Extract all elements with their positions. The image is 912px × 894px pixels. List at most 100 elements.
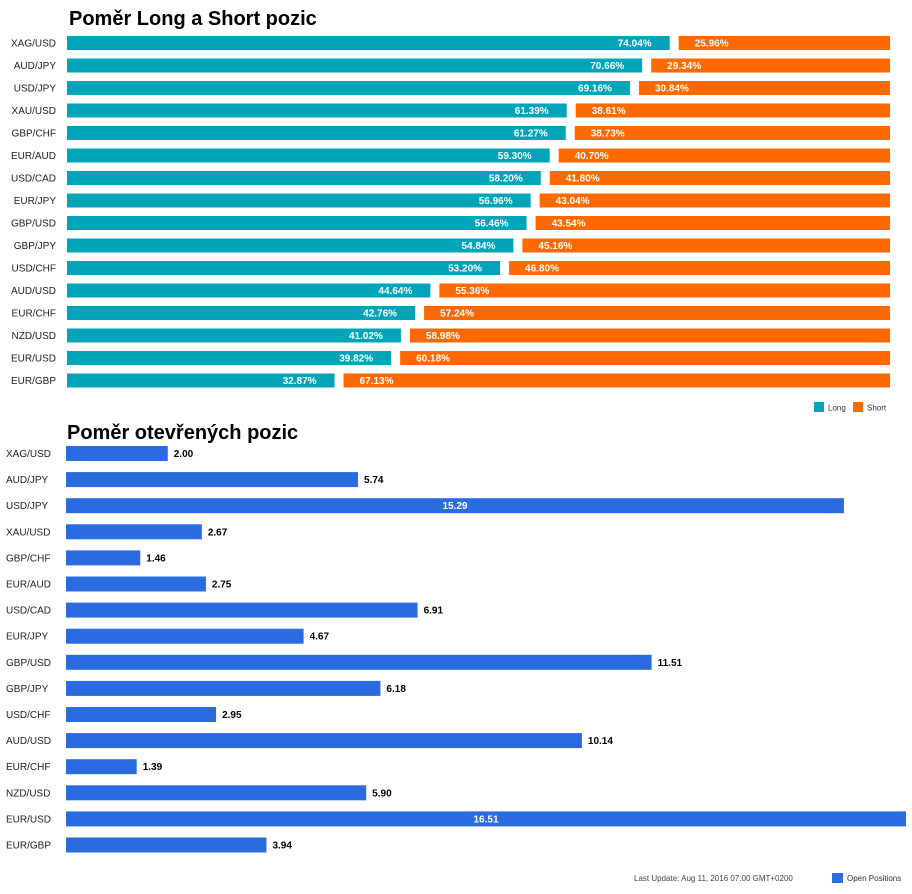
chart1-category-label: USD/JPY: [14, 84, 57, 95]
chart2-value-label: 5.74: [364, 475, 384, 486]
chart1-long-bar: [67, 238, 514, 253]
chart2-bar: [66, 446, 168, 461]
chart1-long-bar: [67, 328, 401, 343]
chart1-short-bar: [439, 283, 890, 298]
chart2-value-label: 2.00: [174, 449, 194, 460]
legend-open-positions-swatch: [832, 873, 843, 883]
legend-long-swatch: [814, 402, 824, 412]
chart1-long-value-label: 74.04%: [618, 39, 652, 50]
last-update-text: Last Update: Aug 11, 2016 07:00 GMT+0200: [634, 874, 793, 883]
chart1-category-label: EUR/GBP: [11, 376, 56, 387]
chart2-bar: [66, 707, 217, 722]
chart1-short-bar: [651, 58, 890, 73]
chart1-short-value-label: 30.84%: [655, 84, 689, 95]
chart2-category-label: GBP/CHF: [6, 553, 50, 564]
chart1-long-bar: [67, 148, 550, 163]
chart1-title: Poměr Long a Short pozic: [69, 8, 317, 30]
chart1-long-value-label: 44.64%: [378, 286, 412, 297]
chart1-category-label: AUD/USD: [11, 286, 56, 297]
chart1-category-label: EUR/JPY: [14, 196, 57, 207]
chart2-category-label: EUR/AUD: [6, 580, 51, 591]
chart2-value-label: 2.67: [208, 527, 228, 538]
chart1-short-bar: [400, 351, 890, 365]
chart1-long-bar: [67, 216, 527, 230]
chart2-category-label: AUD/JPY: [6, 475, 49, 486]
chart2-category-label: EUR/CHF: [6, 762, 50, 773]
chart2-value-label: 5.90: [372, 788, 392, 799]
chart2-category-label: USD/JPY: [6, 501, 49, 512]
chart2-bar: [66, 550, 141, 566]
chart1-long-bar: [67, 306, 416, 320]
chart1-short-value-label: 29.34%: [667, 61, 701, 72]
chart2-value-label: 2.95: [222, 710, 242, 721]
chart1-category-label: EUR/CHF: [12, 309, 56, 320]
chart1-long-value-label: 56.46%: [475, 219, 509, 230]
chart2-value-label: 6.91: [424, 606, 444, 617]
chart1-long-bar: [67, 261, 501, 275]
chart2-bar: [66, 811, 906, 827]
chart2-value-label: 6.18: [386, 684, 406, 695]
chart2-category-label: XAG/USD: [6, 449, 51, 460]
chart2-value-label: 1.46: [146, 553, 166, 564]
chart1-category-label: XAU/USD: [12, 106, 56, 117]
chart1-short-bar: [539, 193, 890, 208]
chart2-value-label: 3.94: [272, 841, 292, 852]
chart2-category-label: GBP/JPY: [6, 684, 49, 695]
chart1-short-bar: [575, 103, 890, 118]
chart2-bar: [66, 837, 267, 853]
chart1-short-value-label: 25.96%: [695, 39, 729, 50]
chart2-value-label: 2.75: [212, 580, 232, 591]
chart1-short-bar: [522, 238, 890, 253]
chart2-value-label: 16.51: [473, 814, 498, 825]
chart1-category-label: GBP/JPY: [14, 241, 57, 252]
chart1-long-value-label: 61.39%: [515, 106, 549, 117]
chart2-category-label: USD/CAD: [6, 606, 51, 617]
chart1-short-bar: [678, 36, 890, 50]
chart1-short-value-label: 60.18%: [416, 354, 450, 365]
chart2-category-label: GBP/USD: [6, 658, 51, 669]
chart1-long-value-label: 32.87%: [283, 376, 317, 387]
chart2-bar: [66, 680, 381, 696]
chart1-long-value-label: 39.82%: [339, 354, 373, 365]
chart1-short-value-label: 57.24%: [440, 309, 474, 320]
chart1-short-bar: [343, 373, 891, 388]
chart2-category-label: EUR/USD: [6, 814, 51, 825]
chart1-short-bar: [549, 171, 890, 185]
chart1-short-value-label: 43.54%: [552, 219, 586, 230]
chart1-long-value-label: 42.76%: [363, 309, 397, 320]
chart2-bar: [66, 654, 652, 670]
chart1-category-label: XAG/USD: [11, 39, 56, 50]
legend-short-label: Short: [867, 404, 887, 413]
chart1-long-bar: [67, 103, 567, 118]
chart2-bar: [66, 524, 202, 540]
legend-open-positions-label: Open Positions: [847, 874, 901, 883]
chart1-category-label: USD/CHF: [12, 264, 56, 275]
chart1-category-label: USD/CAD: [11, 174, 56, 185]
chart1-category-label: EUR/USD: [11, 354, 56, 365]
chart1-short-value-label: 41.80%: [566, 174, 600, 185]
chart2-bar: [66, 628, 304, 644]
chart2-bar: [66, 733, 582, 749]
chart1-category-label: AUD/JPY: [14, 61, 57, 72]
chart1-short-bar: [574, 126, 890, 140]
chart1-short-bar: [509, 261, 890, 275]
chart1-long-bar: [67, 36, 670, 50]
chart2-bar: [66, 576, 206, 592]
chart2-value-label: 10.14: [588, 736, 613, 747]
chart2-category-label: XAU/USD: [6, 527, 50, 538]
chart1-category-label: NZD/USD: [12, 331, 56, 342]
chart2-bar: [66, 785, 367, 801]
legend-long-label: Long: [828, 404, 846, 413]
chart2-category-label: AUD/USD: [6, 736, 51, 747]
chart2-category-label: USD/CHF: [6, 710, 50, 721]
chart1-category-label: GBP/USD: [11, 219, 56, 230]
chart2-value-label: 15.29: [442, 501, 467, 512]
chart1-short-value-label: 55.36%: [455, 286, 489, 297]
chart2-bar: [66, 498, 844, 514]
chart2-title: Poměr otevřených pozic: [67, 422, 299, 444]
chart1-long-bar: [67, 58, 643, 73]
chart1-long-value-label: 53.20%: [448, 264, 482, 275]
chart1-long-value-label: 41.02%: [349, 331, 383, 342]
chart2-bar: [66, 759, 137, 775]
